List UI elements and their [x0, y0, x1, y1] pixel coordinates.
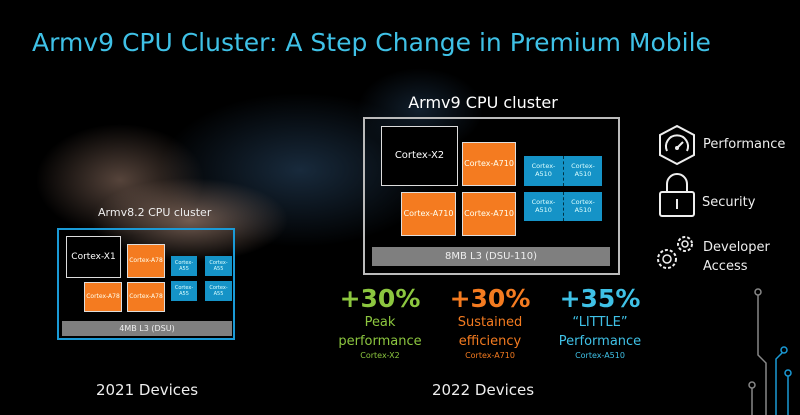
gears-icon	[657, 236, 693, 269]
core-cortex-a510: Cortex- A510	[563, 156, 602, 186]
stat-sustained-efficiency: +30% Sustained efficiency Cortex-A710	[430, 284, 550, 360]
core-cortex-x2: Cortex-X2	[381, 126, 458, 186]
speedometer-icon	[659, 124, 695, 166]
stat-label-line2: Performance	[558, 334, 642, 349]
stat-label-line1: Sustained	[457, 315, 523, 330]
armv9-cluster-box	[363, 117, 620, 275]
stat-label-line2: efficiency	[458, 334, 522, 349]
stat-little-performance: +35% “LITTLE” Performance Cortex-A510	[540, 284, 660, 360]
core-cortex-a510: Cortex- A510	[563, 192, 602, 221]
stat-label-line1: “LITTLE”	[572, 315, 628, 330]
stat-core: Cortex-X2	[360, 351, 400, 360]
core-cortex-a55: Cortex- A55	[205, 281, 232, 301]
feature-security-label: Security	[702, 195, 756, 210]
devices-2021-label: 2021 Devices	[95, 381, 199, 399]
feature-label-line2: Access	[703, 259, 748, 274]
stat-value: +30%	[449, 284, 531, 313]
devices-2022-label: 2022 Devices	[431, 381, 535, 399]
core-cortex-a55: Cortex- A55	[171, 281, 197, 301]
feature-label-line1: Developer	[703, 240, 770, 255]
core-cortex-a710: Cortex-A710	[462, 192, 516, 236]
core-cortex-a78: Cortex-A78	[127, 282, 165, 312]
stat-core: Cortex-A510	[575, 351, 625, 360]
core-cortex-a510: Cortex- A510	[524, 156, 563, 186]
stat-peak-performance: +30% Peak performance Cortex-X2	[320, 284, 440, 360]
core-cortex-a510: Cortex- A510	[524, 192, 563, 221]
armv82-cluster-box	[57, 228, 235, 340]
feature-performance-label: Performance	[703, 137, 786, 152]
stat-label-line2: performance	[338, 334, 422, 349]
core-cortex-x1: Cortex-X1	[66, 236, 121, 278]
page-title: Armv9 CPU Cluster: A Step Change in Prem…	[32, 28, 711, 57]
l3-cache-bar: 8MB L3 (DSU-110)	[372, 247, 610, 266]
core-cortex-a55: Cortex- A55	[171, 256, 197, 276]
core-cortex-a78: Cortex-A78	[84, 282, 122, 312]
armv82-cluster-label: Armv8.2 CPU cluster	[98, 206, 212, 219]
stat-label-line1: Peak	[364, 315, 396, 330]
l3-cache-bar: 4MB L3 (DSU)	[62, 321, 232, 336]
core-cortex-a710: Cortex-A710	[462, 142, 516, 186]
core-cortex-a78: Cortex-A78	[127, 244, 165, 278]
stat-value: +35%	[559, 284, 641, 313]
stat-value: +30%	[339, 284, 421, 313]
armv9-cluster-label: Armv9 CPU cluster	[408, 93, 558, 112]
feature-developer-access: Developer Access	[703, 238, 770, 276]
stat-core: Cortex-A710	[465, 351, 515, 360]
circuit-lines-decoration	[748, 288, 792, 415]
core-cortex-a55: Cortex- A55	[205, 256, 232, 276]
core-cortex-a710: Cortex-A710	[401, 192, 456, 236]
lock-icon	[659, 173, 695, 217]
